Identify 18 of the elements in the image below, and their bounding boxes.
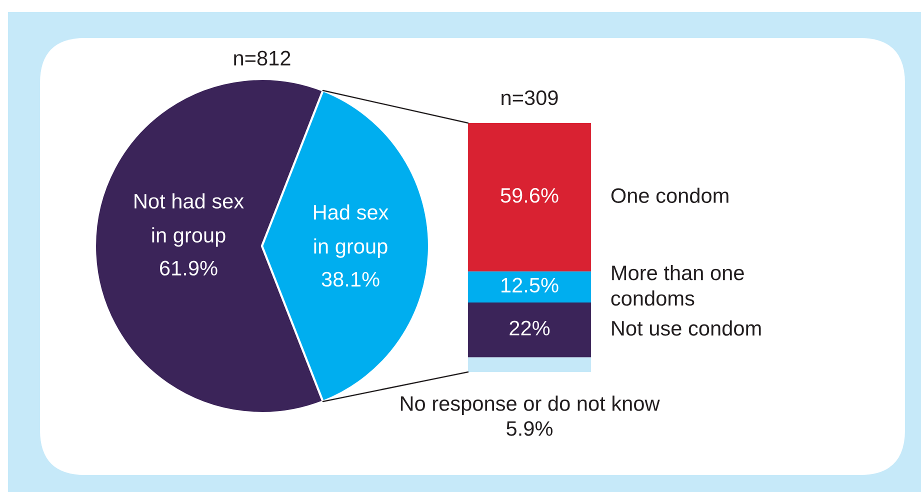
data-label: 59.6%	[500, 188, 558, 203]
data-label: 12.5%	[502, 278, 558, 293]
series-label: More than one condoms	[611, 264, 744, 306]
slice-label: Had sex in group	[314, 204, 389, 258]
bar	[468, 271, 591, 303]
bar	[468, 357, 591, 372]
slice-label: Not had sex in group	[134, 193, 244, 247]
bar	[468, 123, 591, 272]
data-label: 5.9%	[506, 421, 553, 436]
bar	[468, 302, 591, 358]
series-label: No response or do not know	[400, 396, 660, 416]
series-label: Not use condom	[612, 320, 761, 336]
data-label: 38.1%	[322, 272, 380, 287]
chart-title: n=309	[502, 90, 558, 106]
chart-title: n=812	[234, 50, 290, 66]
data-label: 61.9%	[160, 260, 218, 276]
data-label: 22%	[510, 320, 550, 336]
series-label: One condom	[611, 188, 728, 204]
